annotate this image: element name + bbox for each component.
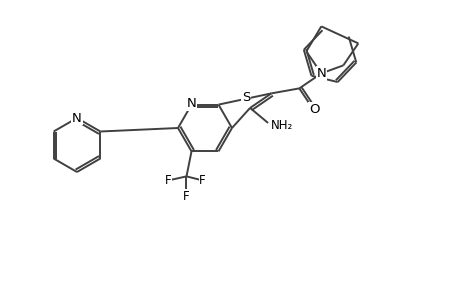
Text: F: F (165, 174, 172, 187)
Text: N: N (72, 112, 82, 124)
Text: O: O (308, 103, 319, 116)
Text: S: S (241, 91, 250, 103)
Text: F: F (183, 190, 190, 203)
Text: F: F (199, 174, 205, 187)
Text: N: N (316, 67, 325, 80)
Text: NH₂: NH₂ (270, 119, 293, 132)
Text: N: N (186, 97, 196, 110)
